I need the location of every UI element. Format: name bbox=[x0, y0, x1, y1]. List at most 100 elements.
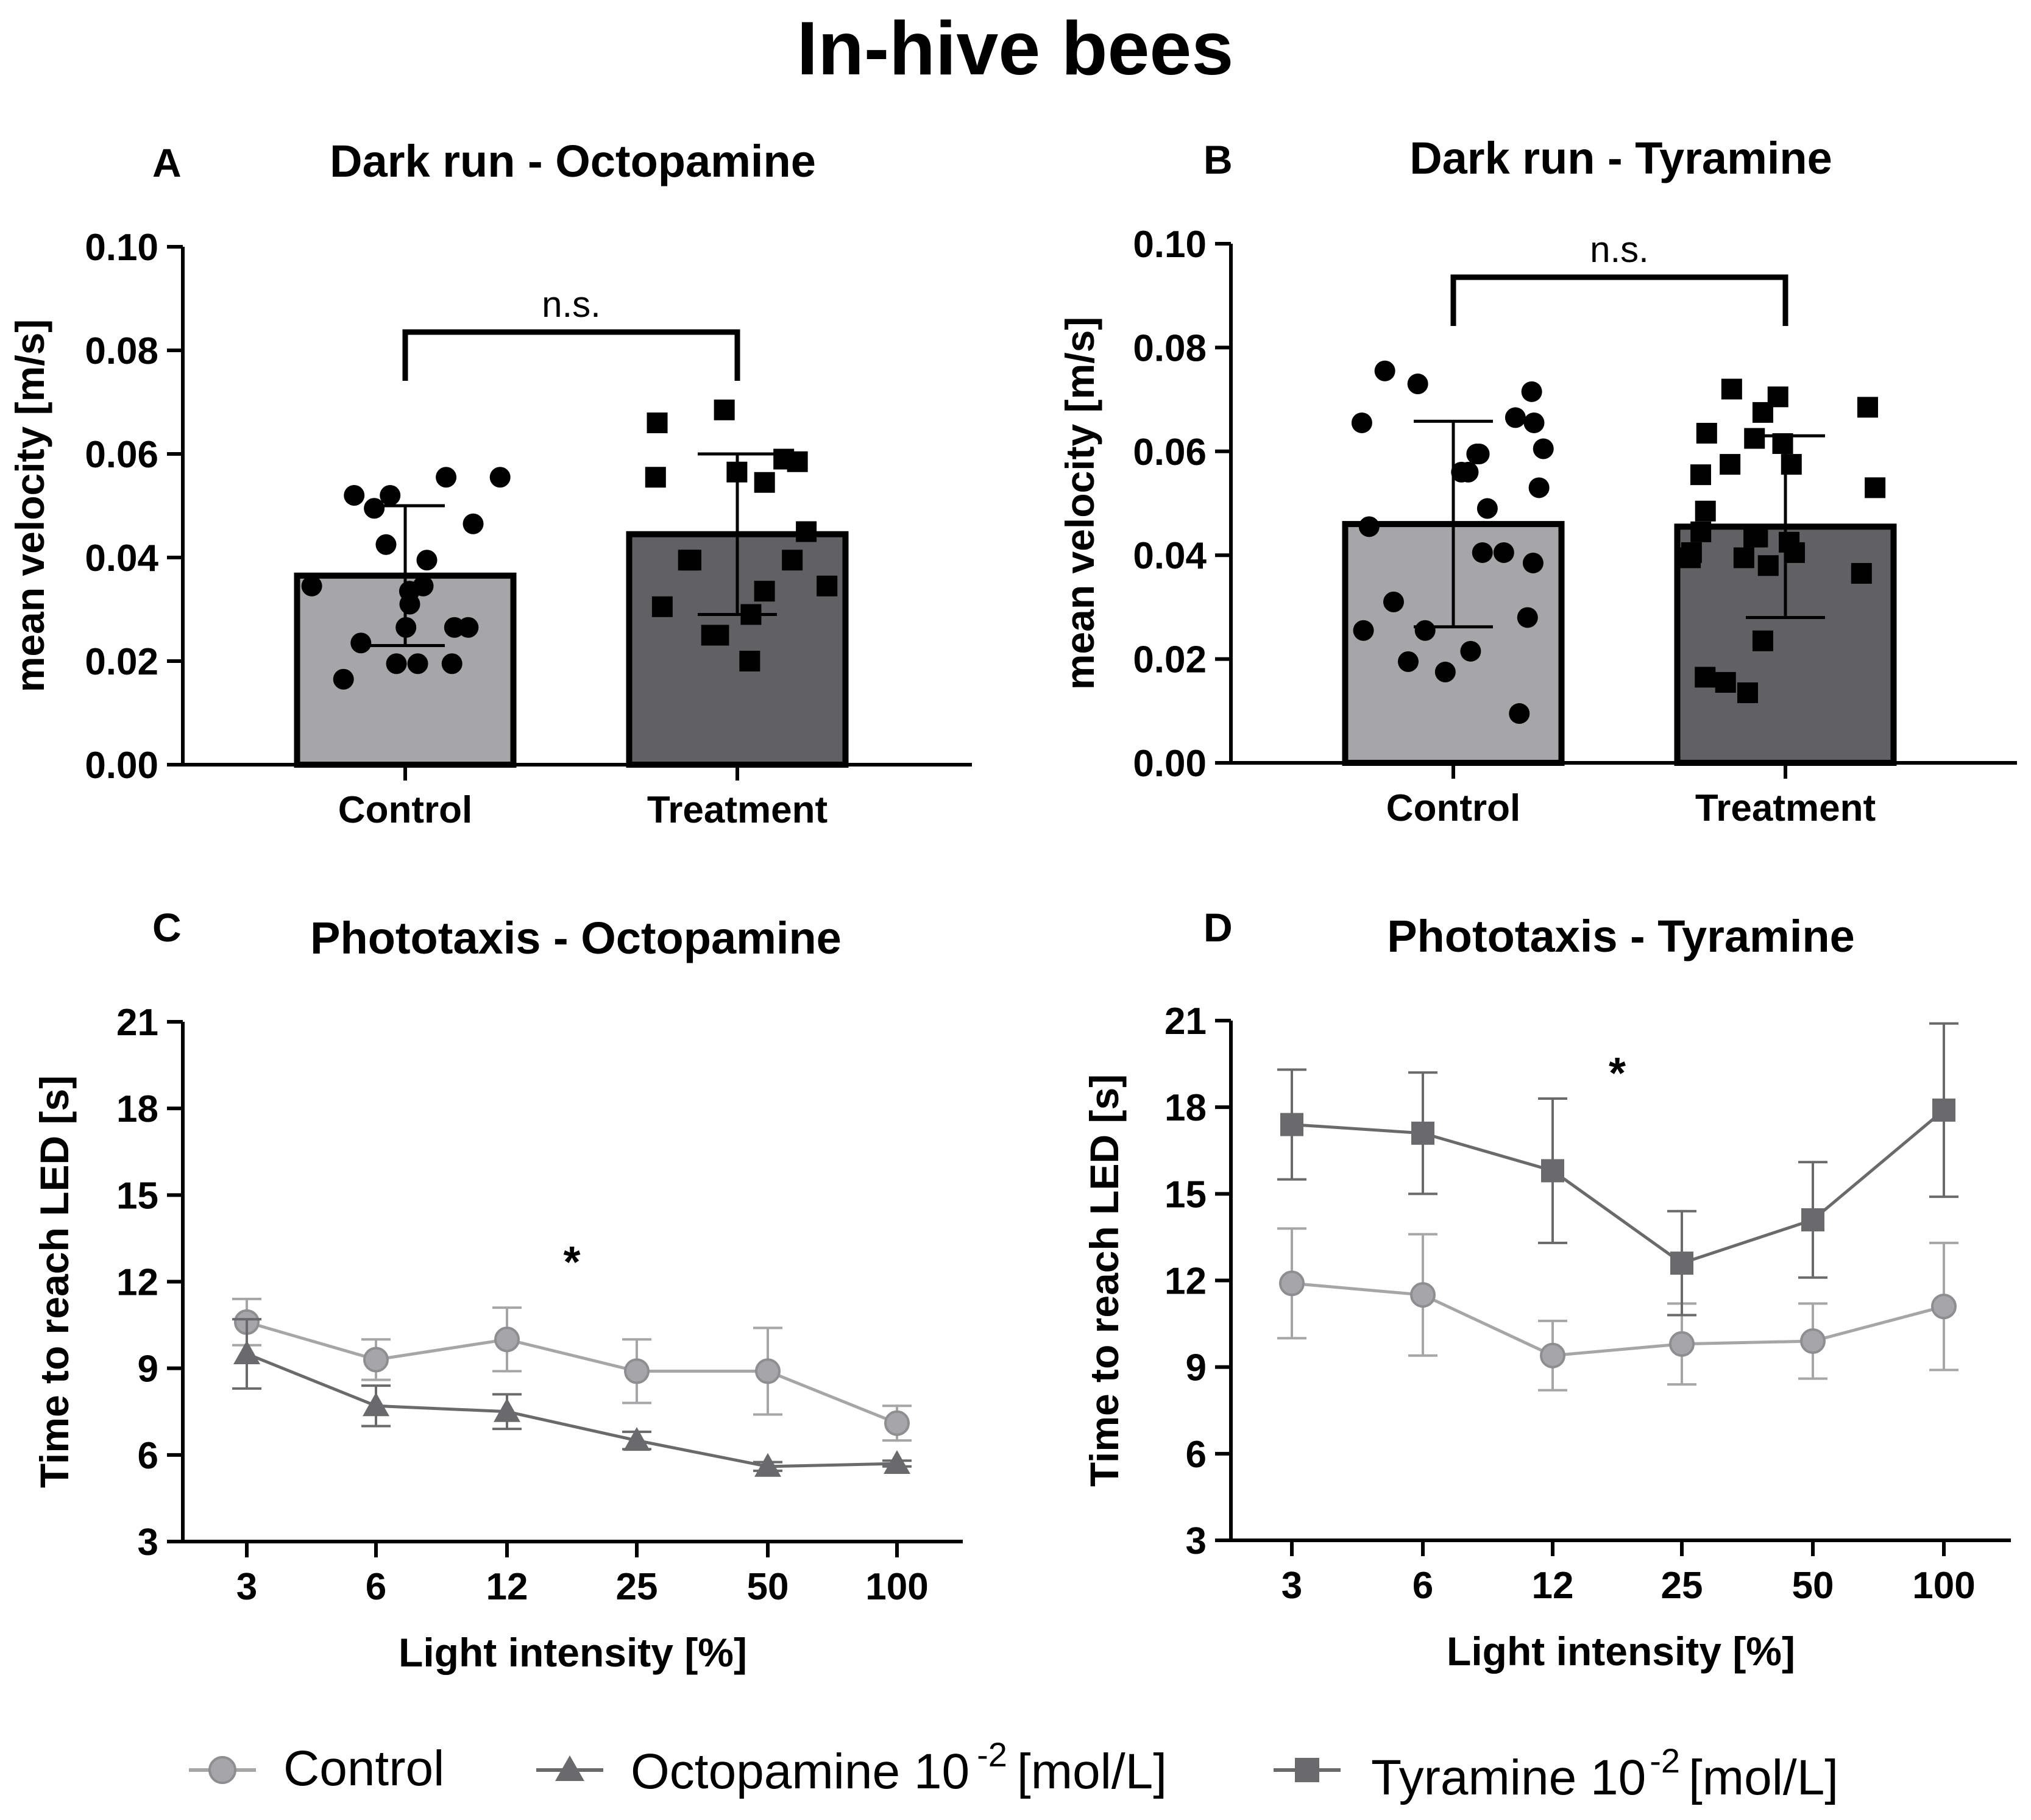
data-point-treatment bbox=[1737, 682, 1759, 703]
y-tick-label: 21 bbox=[116, 1002, 158, 1044]
panel-c: C Phototaxis - Octopamine 3 6 9 12 15 18 21 Tim… bbox=[32, 905, 963, 1675]
series-line bbox=[1291, 1281, 1944, 1358]
data-point-control bbox=[1374, 360, 1395, 381]
data-point-control bbox=[1351, 412, 1372, 433]
data-point-control bbox=[1476, 498, 1498, 519]
data-point-control bbox=[386, 653, 407, 675]
data-point-treatment bbox=[726, 461, 748, 483]
x-tick-label: Treatment bbox=[647, 789, 828, 831]
panel-c-plot: 3 6 9 12 15 18 21 Time to reach LED [s] 3 6 12 25 50… bbox=[32, 1002, 963, 1675]
panel-d-title: Phototaxis - Tyramine bbox=[1387, 911, 1855, 961]
data-point-treatment bbox=[817, 575, 838, 597]
y-tick-label: 6 bbox=[138, 1435, 158, 1477]
significance-star: * bbox=[1609, 1049, 1626, 1098]
data-point bbox=[884, 1450, 910, 1475]
significance-label: n.s. bbox=[1590, 229, 1649, 270]
significance-label: n.s. bbox=[542, 284, 601, 325]
data-point-treatment bbox=[782, 550, 803, 571]
data-point-treatment bbox=[1857, 397, 1878, 418]
data-point-treatment bbox=[1720, 454, 1741, 475]
data-point-control bbox=[444, 617, 465, 638]
data-point-treatment bbox=[1752, 630, 1773, 651]
data-point-control bbox=[1407, 374, 1428, 395]
data-point-control bbox=[1522, 552, 1544, 573]
y-axis-label: mean velocity [m/s] bbox=[1057, 317, 1102, 690]
data-point-control bbox=[413, 575, 434, 597]
data-point-treatment bbox=[645, 467, 666, 488]
panel-a-plot: 0.00 0.02 0.04 0.06 0.08 0.10 mean velocity [m… bbox=[7, 227, 972, 831]
panel-c-title: Phototaxis - Octopamine bbox=[310, 913, 842, 963]
y-tick-label: 9 bbox=[1186, 1347, 1207, 1389]
data-point bbox=[1411, 1121, 1434, 1145]
data-point-treatment bbox=[740, 604, 762, 625]
data-point-treatment bbox=[754, 472, 775, 493]
data-point bbox=[494, 1326, 520, 1353]
data-point-control bbox=[1533, 438, 1554, 459]
data-point-control bbox=[1358, 516, 1380, 537]
series-circle bbox=[1277, 1227, 1958, 1392]
data-point-control bbox=[1460, 640, 1481, 662]
data-point bbox=[363, 1392, 389, 1417]
y-tick-label: 12 bbox=[1164, 1261, 1207, 1303]
x-axis-label: Light intensity [%] bbox=[1447, 1629, 1795, 1674]
data-point bbox=[1540, 1342, 1565, 1369]
data-point-control bbox=[1397, 651, 1419, 672]
data-point-control bbox=[436, 467, 457, 488]
legend-marker-circle bbox=[208, 1756, 236, 1784]
data-point-control bbox=[344, 485, 365, 506]
x-tick-label: 3 bbox=[236, 1566, 257, 1608]
data-point-control bbox=[1493, 542, 1514, 563]
data-point bbox=[623, 1427, 650, 1451]
data-point bbox=[1800, 1328, 1826, 1354]
y-tick-label: 0.00 bbox=[1133, 743, 1207, 785]
x-tick-label: 12 bbox=[486, 1566, 528, 1608]
y-axis-label: Time to reach LED [s] bbox=[1082, 1074, 1127, 1487]
panel-b-plot: 0.00 0.02 0.04 0.06 0.08 0.10 mean velocity [m… bbox=[1057, 224, 2017, 829]
data-point-control bbox=[441, 653, 463, 675]
data-point-control bbox=[333, 668, 354, 690]
data-point-treatment bbox=[773, 448, 795, 470]
data-point-control bbox=[1434, 661, 1456, 682]
y-tick-label: 18 bbox=[116, 1088, 158, 1130]
data-point bbox=[233, 1340, 260, 1364]
legend-item-tyramine: Tyramine 10 -2 [mol/L] bbox=[1274, 1741, 1838, 1805]
data-point-treatment bbox=[796, 521, 817, 542]
data-point-control bbox=[1509, 703, 1530, 724]
data-point-control bbox=[1517, 607, 1538, 628]
data-point bbox=[755, 1358, 781, 1384]
data-point-control bbox=[489, 467, 511, 488]
panel-a-letter: A bbox=[152, 140, 182, 185]
data-point-treatment bbox=[714, 399, 735, 420]
panel-c-letter: C bbox=[152, 905, 182, 950]
y-tick-label: 18 bbox=[1164, 1087, 1207, 1129]
y-tick-label: 0.04 bbox=[1133, 535, 1207, 577]
x-tick-label: 25 bbox=[1661, 1565, 1703, 1607]
y-tick-label: 0.08 bbox=[1133, 327, 1207, 369]
y-tick-label: 9 bbox=[138, 1348, 158, 1390]
legend-marker-triangle bbox=[555, 1755, 584, 1781]
data-point-treatment bbox=[1690, 464, 1711, 486]
data-point-control bbox=[1353, 620, 1374, 641]
data-point-treatment bbox=[1695, 667, 1716, 688]
x-tick-label: 12 bbox=[1532, 1565, 1574, 1607]
data-point bbox=[754, 1453, 781, 1477]
data-point-treatment bbox=[1781, 454, 1802, 475]
data-point-control bbox=[1505, 407, 1526, 428]
data-point bbox=[494, 1398, 520, 1422]
legend: Control Octopamine 10 -2 [mol/L] Tyramine … bbox=[189, 1735, 1838, 1805]
data-point-control bbox=[463, 513, 484, 534]
data-point-control bbox=[375, 534, 397, 555]
data-point-control bbox=[350, 632, 372, 654]
panel-a-title: Dark run - Octopamine bbox=[330, 136, 816, 186]
data-point-control bbox=[407, 653, 428, 675]
data-point-treatment bbox=[1743, 526, 1765, 548]
legend-label-control: Control bbox=[283, 1741, 444, 1796]
y-tick-label: 0.02 bbox=[85, 641, 158, 683]
y-tick-label: 6 bbox=[1186, 1434, 1207, 1476]
y-tick-label: 0.10 bbox=[85, 227, 158, 269]
data-point-treatment bbox=[651, 596, 673, 617]
y-tick-label: 3 bbox=[138, 1521, 158, 1563]
series-line bbox=[246, 1352, 898, 1468]
data-point-treatment bbox=[708, 625, 729, 646]
